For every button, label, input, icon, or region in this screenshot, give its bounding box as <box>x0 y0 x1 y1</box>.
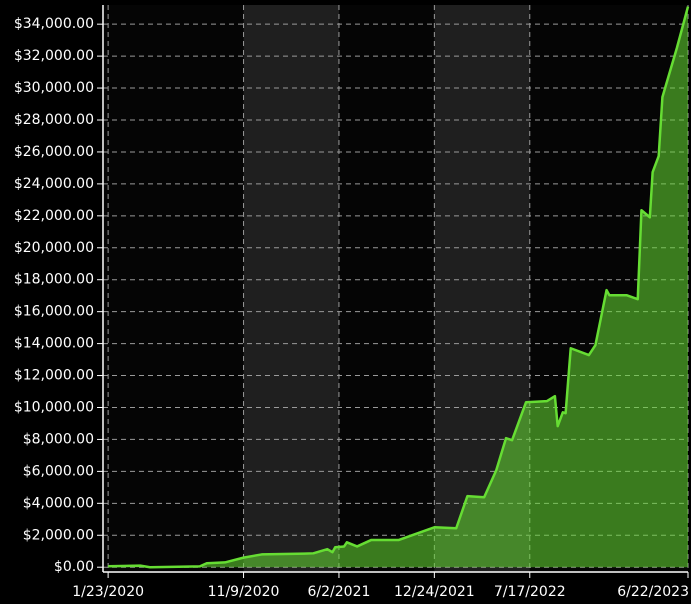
y-tick-label: $30,000.00 <box>14 80 94 96</box>
y-tick-label: $20,000.00 <box>14 240 94 256</box>
x-tick-label: 1/23/2020 <box>72 584 144 600</box>
line <box>108 6 690 569</box>
x-tick-label: 11/9/2020 <box>208 584 280 600</box>
x-tick-label: 6/2/2021 <box>308 584 371 600</box>
y-tick-label: $32,000.00 <box>14 48 94 64</box>
y-tick-label: $18,000.00 <box>14 272 94 288</box>
y-tick-label: $12,000.00 <box>14 368 94 384</box>
y-tick-label: $24,000.00 <box>14 176 94 192</box>
y-tick-label: $34,000.00 <box>14 16 94 32</box>
y-tick-label: $2,000.00 <box>23 527 94 543</box>
y-tick-label: $0.00 <box>54 559 94 575</box>
x-tick-label: 7/17/2022 <box>494 584 566 600</box>
y-tick-label: $8,000.00 <box>23 431 94 447</box>
area-fill <box>108 6 689 568</box>
y-tick-label: $4,000.00 <box>23 495 94 511</box>
y-tick-label: $6,000.00 <box>23 463 94 479</box>
y-tick-label: $28,000.00 <box>14 112 94 128</box>
shaded-band <box>243 5 339 572</box>
y-tick-label: $14,000.00 <box>14 336 94 352</box>
x-tick-label: 12/24/2021 <box>394 584 475 600</box>
y-tick-label: $10,000.00 <box>14 399 94 415</box>
x-tick-label: 6/22/2023 <box>617 584 689 600</box>
y-tick-label: $22,000.00 <box>14 208 94 224</box>
y-tick-label: $26,000.00 <box>14 144 94 160</box>
y-tick-label: $16,000.00 <box>14 304 94 320</box>
